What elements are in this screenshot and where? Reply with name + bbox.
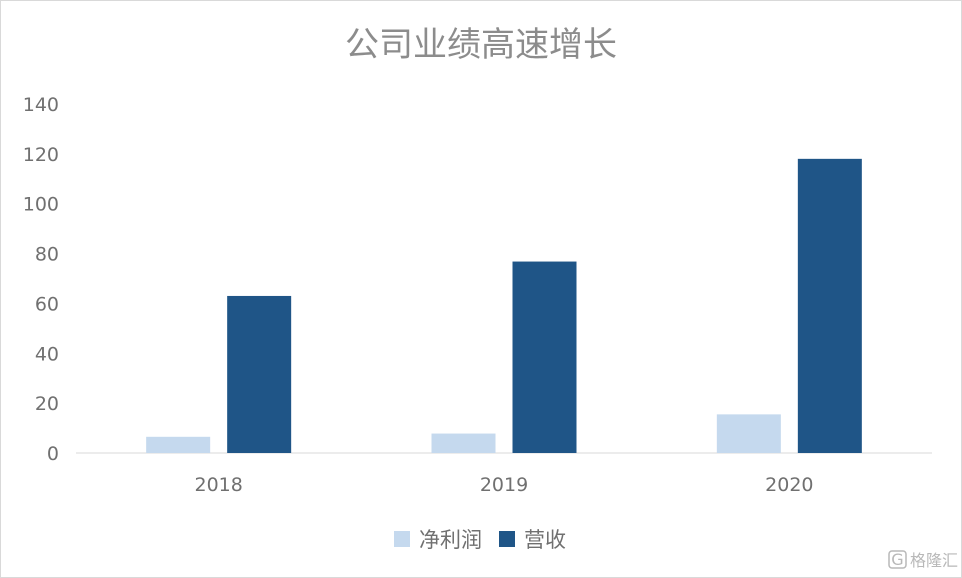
bars [146, 158, 862, 454]
legend-swatch-0 [394, 531, 410, 547]
y-tick-label: 20 [35, 393, 59, 415]
bar-2019-series-1 [512, 261, 577, 453]
y-tick-label: 120 [23, 144, 59, 166]
y-tick-label: 60 [35, 293, 59, 315]
y-tick-label: 40 [35, 343, 59, 365]
legend: 净利润 营收 [394, 528, 566, 552]
y-tick-label: 140 [23, 94, 59, 116]
x-tick-label: 2020 [765, 474, 813, 496]
bar-2020-series-0 [716, 414, 781, 453]
x-tick-label: 2019 [480, 474, 528, 496]
x-axis-ticks: 2018 2019 2020 [194, 474, 813, 496]
bar-2018-series-1 [227, 295, 292, 453]
watermark-badge: G [891, 550, 903, 569]
bar-2020-series-1 [797, 158, 862, 454]
y-axis-ticks: 0 20 40 60 80 100 120 140 [23, 94, 59, 465]
bar-2019-series-0 [431, 433, 496, 453]
y-tick-label: 80 [35, 244, 59, 266]
bar-2018-series-0 [146, 436, 211, 453]
watermark: G 格隆汇 [888, 550, 958, 570]
legend-label-0: 净利润 [419, 528, 482, 552]
chart-title: 公司业绩高速增长 [345, 25, 617, 65]
legend-swatch-1 [499, 531, 515, 547]
y-tick-label: 100 [23, 194, 59, 216]
x-tick-label: 2018 [194, 474, 242, 496]
watermark-badge-icon [888, 550, 907, 569]
legend-label-1: 营收 [524, 528, 566, 552]
watermark-text: 格隆汇 [910, 551, 958, 570]
y-tick-label: 0 [47, 443, 59, 465]
